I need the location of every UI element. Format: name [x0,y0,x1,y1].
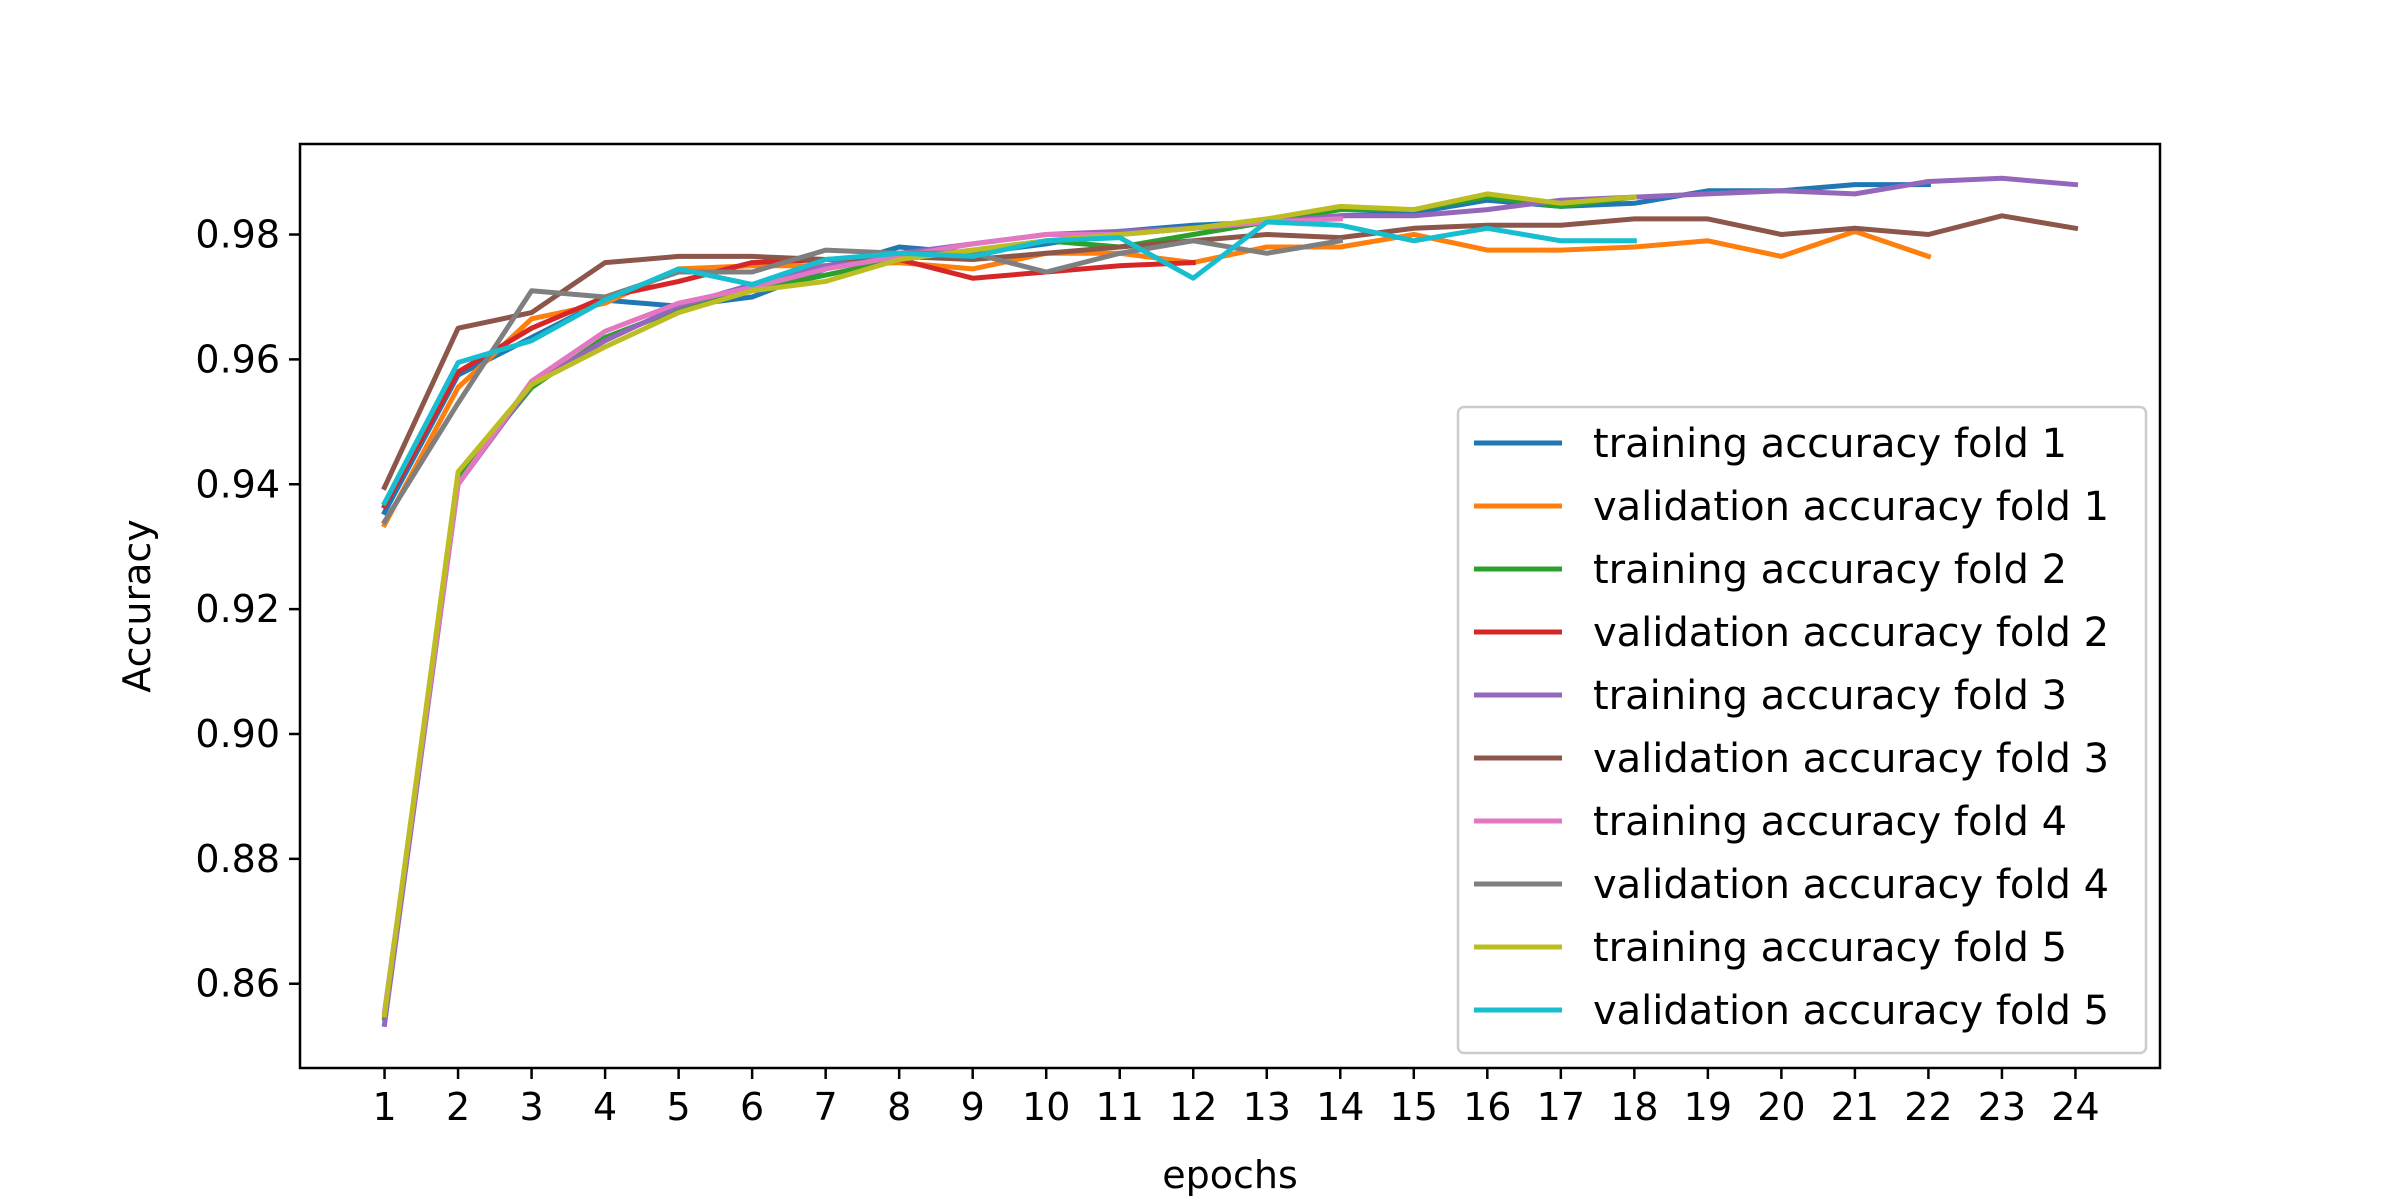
x-axis-title: epochs [1162,1153,1298,1197]
legend-label: validation accuracy fold 3 [1593,736,2109,782]
legend-label: validation accuracy fold 5 [1593,988,2109,1034]
x-tick-label: 17 [1537,1085,1585,1129]
x-tick-label: 18 [1610,1085,1658,1129]
x-tick-label: 6 [740,1085,764,1129]
x-tick-label: 15 [1390,1085,1438,1129]
x-tick-label: 23 [1978,1085,2026,1129]
x-tick-label: 2 [446,1085,470,1129]
y-tick-label: 0.92 [195,587,280,631]
x-tick-label: 1 [372,1085,396,1129]
legend-label: training accuracy fold 1 [1593,421,2067,467]
legend: training accuracy fold 1 validation accur… [1456,405,2148,1055]
x-tick-label: 19 [1684,1085,1732,1129]
y-tick-label: 0.94 [195,462,280,506]
legend-label: training accuracy fold 3 [1593,673,2067,719]
x-tick-label: 22 [1904,1085,1952,1129]
x-tick-label: 8 [887,1085,911,1129]
y-axis: 0.86 0.88 0.90 0.92 0.94 0.96 0.98 [195,213,300,1006]
legend-label: validation accuracy fold 2 [1593,610,2109,656]
x-tick-label: 16 [1463,1085,1511,1129]
legend-label: validation accuracy fold 4 [1593,862,2109,908]
y-axis-title: Accuracy [115,519,159,693]
series-line-9 [381,191,1638,1018]
x-tick-label: 3 [519,1085,543,1129]
legend-label: training accuracy fold 5 [1593,925,2067,971]
y-tick-label: 0.98 [195,213,280,257]
y-tick-label: 0.88 [195,837,280,881]
x-axis: 1 2 3 4 5 6 7 8 9 10 11 12 13 14 15 16 17 18 19 20 21 22 23 24 [372,1068,2100,1129]
x-tick-label: 13 [1243,1085,1291,1129]
x-tick-label: 9 [961,1085,985,1129]
legend-label: training accuracy fold 2 [1593,547,2067,593]
series-line-6 [381,213,2079,491]
legend-label: training accuracy fold 4 [1593,799,2067,845]
plot-frame [298,142,2162,1070]
y-tick-label: 0.86 [195,962,280,1006]
x-tick-label: 4 [593,1085,617,1129]
x-tick-label: 12 [1169,1085,1217,1129]
y-tick-label: 0.96 [195,337,280,381]
series-line-8 [381,237,1344,526]
legend-label: validation accuracy fold 1 [1593,484,2109,530]
y-tick-label: 0.90 [195,712,280,756]
x-tick-label: 20 [1757,1085,1805,1129]
legend-frame [1456,405,2148,1055]
x-tick-label: 10 [1022,1085,1070,1129]
x-tick-label: 5 [667,1085,691,1129]
series-line-10 [381,219,1637,507]
x-tick-label: 14 [1316,1085,1364,1129]
x-tick-label: 21 [1831,1085,1879,1129]
series-layer [381,175,2079,1028]
x-tick-label: 11 [1096,1085,1144,1129]
x-tick-label: 24 [2051,1085,2099,1129]
x-tick-label: 7 [814,1085,838,1129]
